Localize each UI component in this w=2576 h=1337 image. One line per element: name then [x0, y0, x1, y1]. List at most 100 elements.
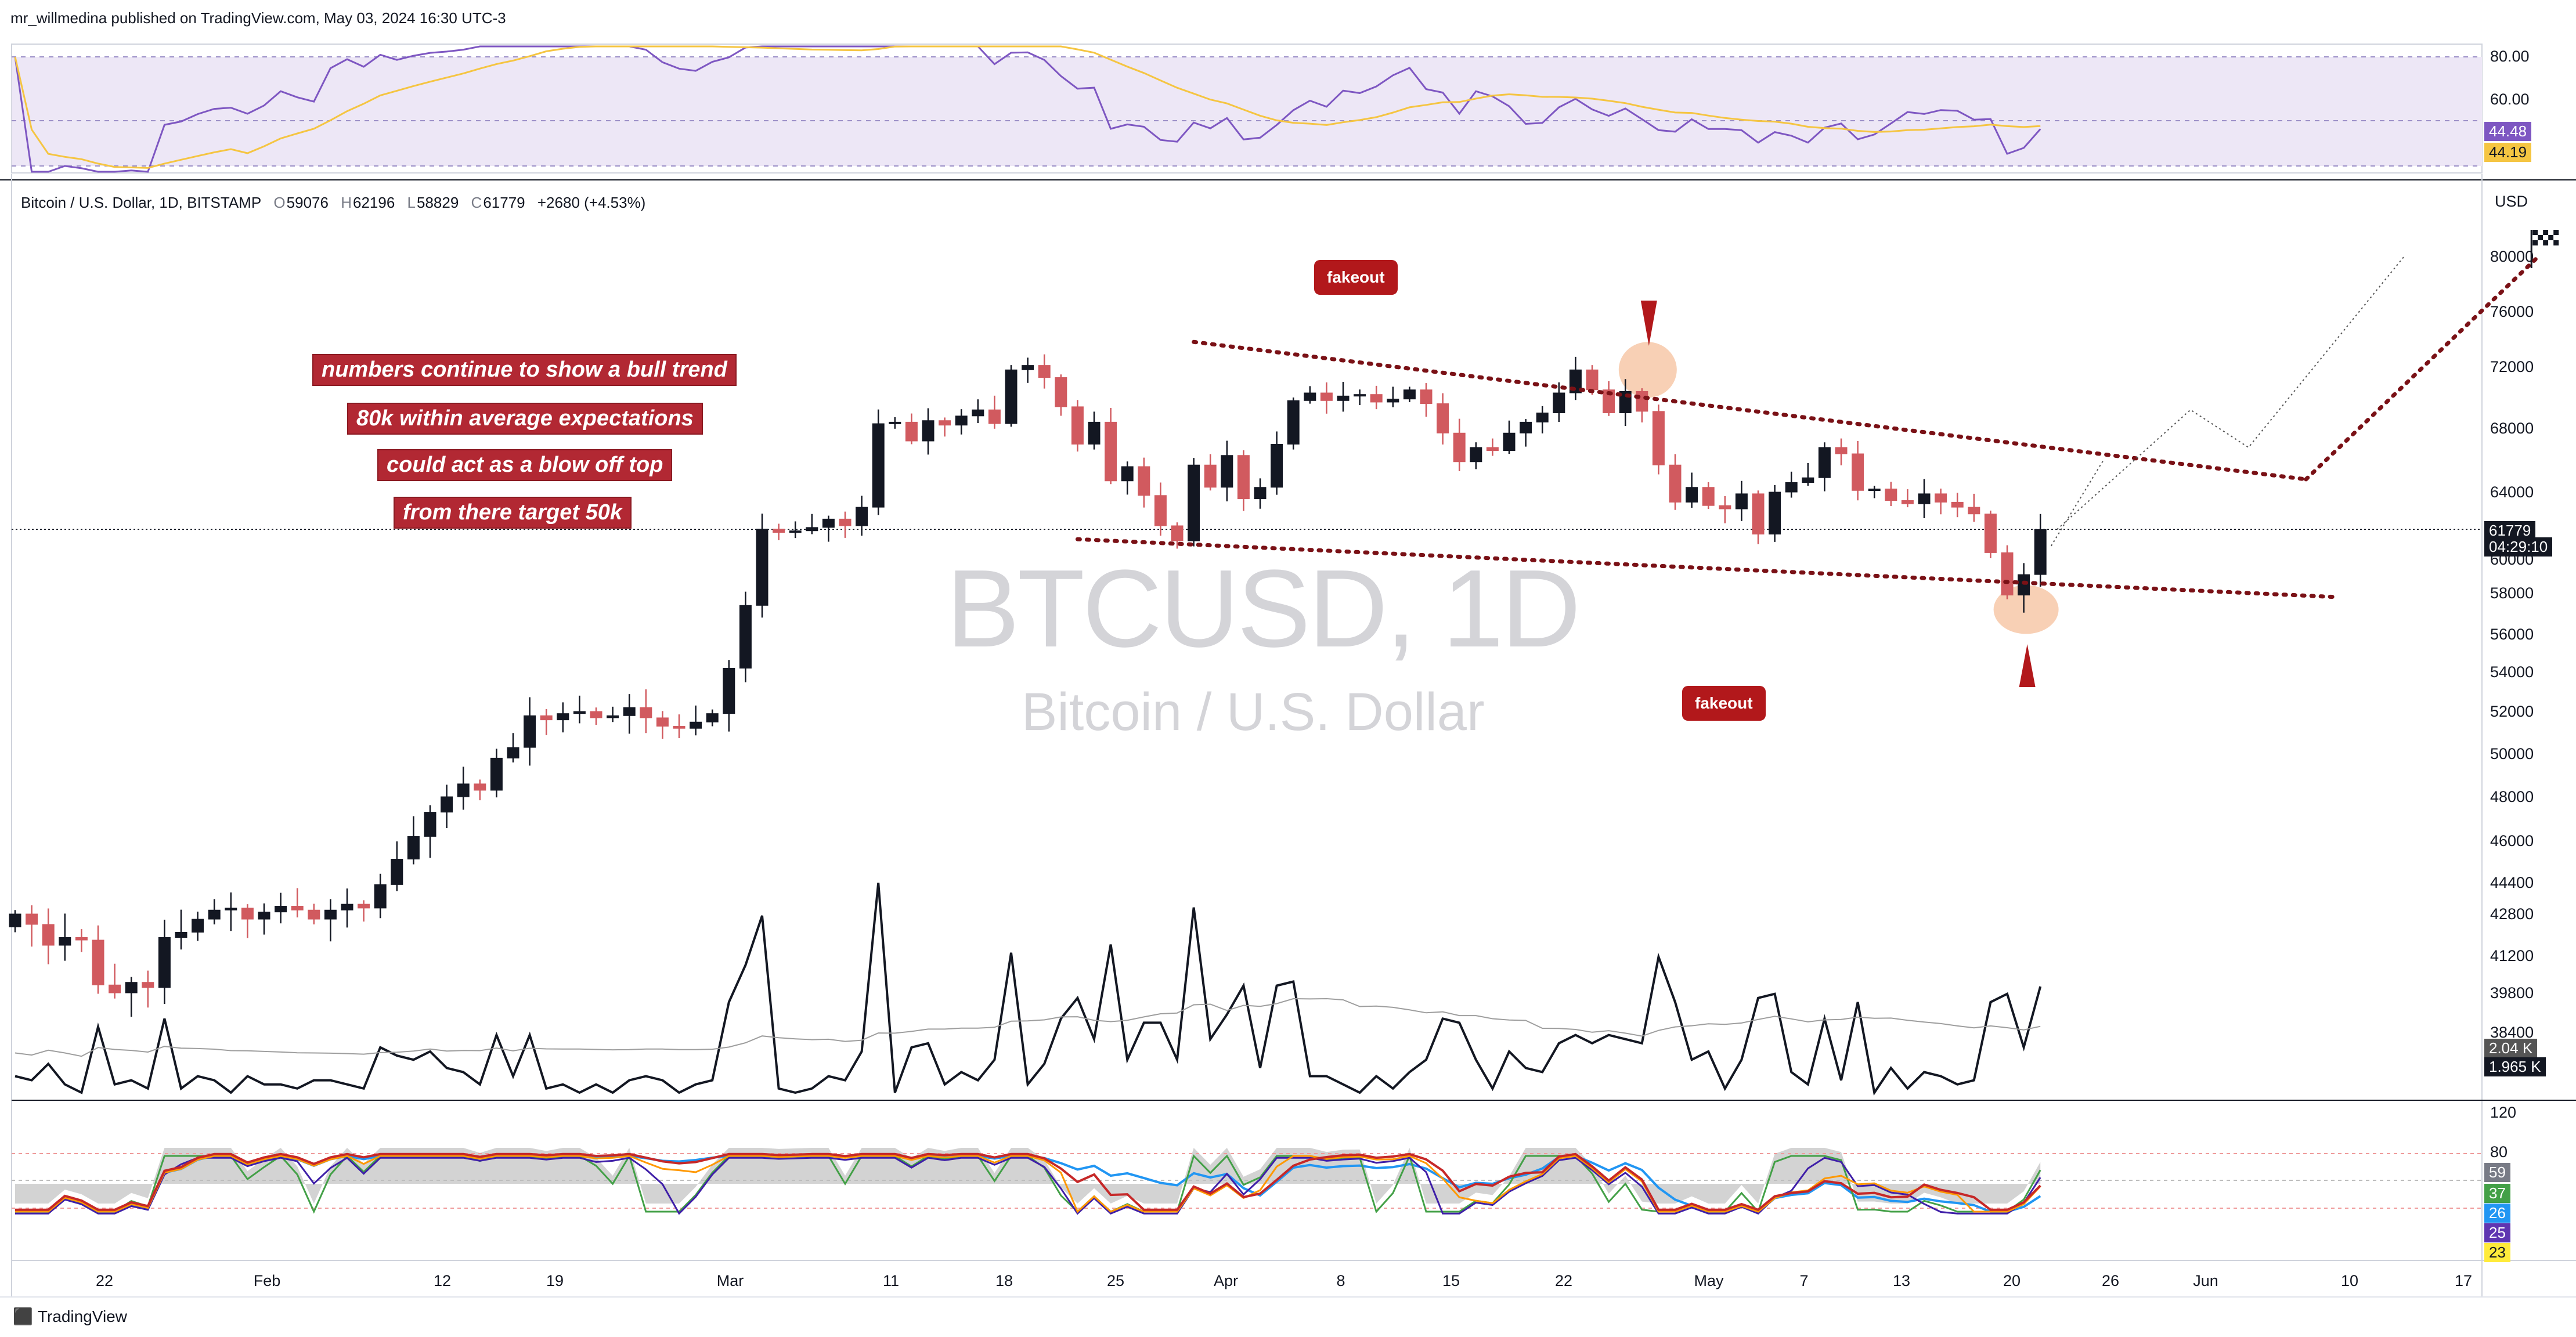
osc-value-tag-4: 25 [2484, 1223, 2510, 1242]
candle-body [192, 919, 204, 933]
oscillator-histogram [15, 1148, 2041, 1204]
candle-body [922, 420, 935, 442]
candle-body [308, 909, 320, 920]
price-tick-label: 38400 [2490, 1024, 2534, 1041]
candle-body [557, 713, 569, 721]
open-value: 59076 [286, 194, 329, 211]
candle-body [806, 527, 818, 532]
open-label: O [273, 194, 286, 211]
price-tick-label: 68000 [2490, 420, 2534, 437]
time-tick-label: 8 [1336, 1272, 1345, 1289]
volume-ma-tag: 2.04 K [2484, 1039, 2538, 1058]
candle-body [1520, 421, 1532, 433]
candle-body [1387, 399, 1399, 403]
flag-square [2538, 235, 2543, 240]
projection-path[interactable] [2304, 254, 2541, 482]
candle-body [1221, 455, 1233, 488]
price-tick-label: 76000 [2490, 303, 2534, 320]
candle-body [2018, 574, 2030, 596]
fakeout-label-bottom[interactable]: fakeout [1682, 686, 1766, 721]
time-tick-label: 7 [1799, 1272, 1808, 1289]
candle-body [1719, 505, 1731, 509]
candle-body [92, 939, 104, 985]
candle-body [291, 906, 304, 910]
candle-body [1038, 365, 1051, 378]
currency-label[interactable]: USD [2495, 193, 2528, 210]
candle-body [988, 409, 1001, 424]
candle-body [1254, 487, 1267, 500]
candle-body [573, 711, 586, 714]
candle-body [1337, 395, 1350, 401]
candle-body [839, 518, 852, 526]
candle-body [1935, 493, 1947, 503]
support-trendline[interactable] [1075, 537, 2342, 599]
countdown-tag: 04:29:10 [2484, 537, 2553, 557]
candle-body [258, 912, 270, 920]
candle-body [1553, 392, 1565, 413]
candle-body [1420, 389, 1433, 404]
candle-body [905, 421, 918, 442]
time-axis[interactable]: 22 Feb 12 19 Mar 11 18 25 Apr 8 15 22 May 7 13 20 26 Jun 1… [96, 1272, 2472, 1289]
note-bull-trend[interactable]: numbers continue to show a bull trend [313, 355, 735, 385]
price-tick-label: 64000 [2490, 483, 2534, 501]
candle-body [640, 707, 652, 718]
rsi-value-tag: 44.48 [2484, 122, 2532, 141]
projection-arrow[interactable] [2050, 460, 2104, 547]
candles [9, 354, 2047, 1017]
candle-body [1370, 394, 1383, 403]
resistance-trendline[interactable] [1192, 339, 2308, 482]
candle-body [1055, 377, 1067, 407]
osc-tick-80: 80 [2490, 1143, 2508, 1161]
candle-body [374, 884, 387, 909]
candle-body [1138, 466, 1150, 496]
flag-square [2548, 240, 2554, 245]
candle-body [1304, 392, 1316, 401]
candle-body [789, 530, 802, 533]
tradingview-logo[interactable]: ⬛ TradingView [13, 1307, 127, 1326]
flag-square [2538, 230, 2543, 235]
osc-value-tag-3: 26 [2484, 1204, 2510, 1223]
candle-body [474, 783, 486, 791]
candle-body [1071, 406, 1084, 445]
rsi-tick-80: 80.00 [2490, 48, 2530, 65]
time-tick-label: 12 [434, 1272, 451, 1289]
osc-line-red [15, 1152, 2041, 1212]
price-tick-label: 56000 [2490, 626, 2534, 643]
watermark-description: Bitcoin / U.S. Dollar [1022, 682, 1485, 742]
candle-body [1802, 477, 1814, 483]
candle-body [1918, 493, 1931, 504]
candle-body [9, 913, 21, 927]
projection-thin-path[interactable] [2057, 254, 2406, 530]
candle-body [208, 909, 221, 920]
candle-body [341, 904, 353, 910]
candle-body [457, 783, 470, 797]
candle-body [125, 982, 138, 993]
fakeout-highlight-top [1618, 342, 1677, 398]
candle-body [756, 529, 769, 606]
price-tick-label: 80000 [2490, 248, 2534, 265]
candle-body [1320, 392, 1333, 401]
candle-body [773, 529, 785, 533]
candle-body [822, 518, 835, 528]
flag-square [2553, 230, 2559, 235]
flag-square [2538, 240, 2543, 245]
note-80k[interactable]: 80k within average expectations [348, 404, 702, 433]
time-tick-label: Jun [2193, 1272, 2218, 1289]
candle-body [1586, 369, 1599, 391]
candle-body [175, 932, 187, 938]
candle-body [1752, 493, 1765, 535]
candle-body [723, 668, 735, 714]
candle-body [1652, 411, 1665, 465]
note-target-50k[interactable]: from there target 50k [395, 498, 631, 527]
fakeout-label-top[interactable]: fakeout [1314, 260, 1398, 295]
tradingview-logo-icon: ⬛ [13, 1307, 33, 1325]
note-blow-off-top[interactable]: could act as a blow off top [378, 450, 672, 480]
candle-body [1984, 514, 1997, 553]
candle-body [1105, 421, 1117, 482]
price-axis[interactable]: 8000076000720006800064000600005800056000… [2490, 248, 2534, 1041]
volume-value-tag: 1.965 K [2484, 1057, 2546, 1076]
candle-body [1818, 447, 1831, 478]
candle-body [1702, 487, 1715, 506]
